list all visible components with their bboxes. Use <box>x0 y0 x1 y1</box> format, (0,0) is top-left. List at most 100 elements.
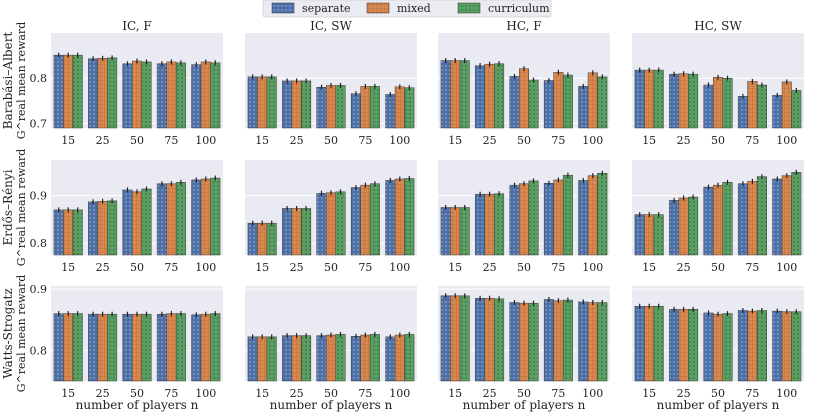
x-tick-label: 15 <box>61 134 75 147</box>
x-tick-label: 15 <box>255 387 269 400</box>
y-tick-label: 0.8 <box>30 72 48 85</box>
bar-pattern <box>791 90 802 128</box>
panel-r1-c2: 15 25 50 75 100 <box>438 160 610 274</box>
bar-pattern <box>282 208 292 255</box>
x-tick-label: 50 <box>711 134 725 147</box>
bar-pattern <box>475 65 485 128</box>
x-tick-label: 50 <box>517 134 531 147</box>
x-tick-label: 25 <box>483 261 497 274</box>
x-tick-label: 100 <box>776 134 797 147</box>
bar-pattern <box>703 85 714 128</box>
x-tick-label: 50 <box>130 387 144 400</box>
x-tick-label: 25 <box>677 134 691 147</box>
x-tick-label: 15 <box>448 134 462 147</box>
panels: Barabási–Albert G^real mean reward 0.7 0.8 I… <box>1 19 804 412</box>
x-axis-label: number of players n <box>657 398 780 412</box>
bar-pattern <box>201 314 211 381</box>
bar-pattern <box>678 309 689 381</box>
bar-pattern <box>166 313 177 381</box>
bar-pattern <box>597 173 608 255</box>
x-tick-label: 100 <box>389 261 410 274</box>
bar-pattern <box>385 94 396 128</box>
x-tick-label: 15 <box>642 134 656 147</box>
bar-pattern <box>63 55 73 128</box>
x-tick-label: 75 <box>164 261 178 274</box>
bar-pattern <box>97 201 108 255</box>
x-tick-label: 15 <box>255 261 269 274</box>
bar-pattern <box>722 182 733 255</box>
x-axis-label: number of players n <box>76 398 199 412</box>
bar-pattern <box>63 209 73 255</box>
y-tick-label: 0.7 <box>30 117 48 130</box>
bar-pattern <box>782 81 792 128</box>
bar-pattern <box>257 336 267 381</box>
bar-pattern <box>563 75 573 128</box>
bar-pattern <box>597 302 608 381</box>
x-tick-label: 50 <box>130 261 144 274</box>
bar-pattern <box>335 85 346 128</box>
bar-pattern <box>588 302 598 381</box>
column-title-1: IC, SW <box>310 19 352 33</box>
bar-pattern <box>191 179 202 255</box>
bar-pattern <box>291 208 302 255</box>
bar-pattern <box>578 180 589 255</box>
row-label-0: Barabási–Albert <box>1 32 15 130</box>
bar-pattern <box>351 336 361 381</box>
legend-label-mixed: mixed <box>397 2 431 15</box>
bar-pattern <box>509 185 520 255</box>
bar-pattern <box>326 335 336 381</box>
x-tick-label: 25 <box>96 261 110 274</box>
bar-pattern <box>688 197 698 255</box>
bar-pattern <box>644 306 654 381</box>
x-tick-label: 50 <box>517 387 531 400</box>
bar-pattern <box>257 223 267 255</box>
bar-pattern <box>563 175 573 255</box>
panel-r1-c0: 0.8 0.9 15 25 50 75 100 <box>30 160 223 274</box>
bar-pattern <box>335 334 346 381</box>
x-tick-label: 50 <box>711 387 725 400</box>
bar-pattern <box>553 72 564 128</box>
bar-pattern <box>351 93 361 128</box>
bar-pattern <box>360 86 371 128</box>
bar-pattern <box>653 306 664 381</box>
bar-pattern <box>772 95 783 128</box>
bar-pattern <box>266 223 277 255</box>
y-tick-label: 0.9 <box>30 283 48 296</box>
bar-pattern <box>519 303 529 381</box>
row-ylabel-2: G^real mean reward <box>15 275 28 392</box>
bar-pattern <box>669 200 679 255</box>
x-tick-label: 50 <box>711 261 725 274</box>
bar-pattern <box>782 175 792 255</box>
x-tick-label: 15 <box>61 261 75 274</box>
bar-pattern <box>722 313 733 381</box>
bar-pattern <box>528 303 539 381</box>
bar-pattern <box>370 183 380 255</box>
x-tick-label: 100 <box>776 387 797 400</box>
bar-pattern <box>282 335 292 381</box>
x-tick-label: 75 <box>358 261 372 274</box>
x-tick-label: 15 <box>61 387 75 400</box>
bar-pattern <box>475 298 485 381</box>
x-tick-label: 25 <box>96 134 110 147</box>
bar-pattern <box>247 223 258 255</box>
bar-pattern <box>450 207 460 255</box>
bar-pattern <box>370 334 380 381</box>
bar-pattern <box>791 311 802 381</box>
bar-pattern <box>395 86 405 128</box>
bar-pattern <box>88 58 98 128</box>
x-tick-label: 100 <box>389 387 410 400</box>
legend: separate mixed curriculum <box>262 0 552 18</box>
bar-pattern <box>63 313 73 381</box>
bar-pattern <box>316 193 327 255</box>
bar-pattern <box>544 299 554 381</box>
bar-pattern <box>563 300 573 381</box>
column-title-3: HC, SW <box>694 19 742 33</box>
bar-pattern <box>316 87 327 128</box>
bar-pattern <box>644 214 654 255</box>
bar-pattern <box>201 61 211 129</box>
bar-pattern <box>404 178 415 255</box>
bar-pattern <box>484 64 495 128</box>
